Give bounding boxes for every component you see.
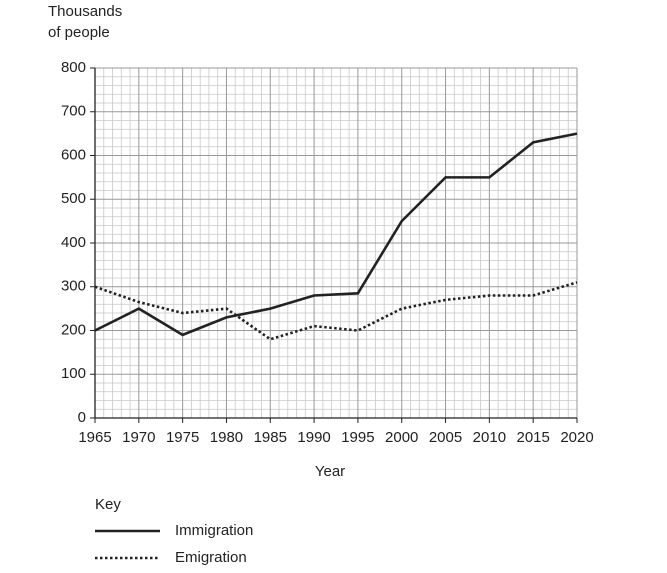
- x-tick-label: 2015: [516, 429, 549, 446]
- y-tick-label: 800: [61, 59, 86, 76]
- x-tick-label: 1985: [254, 429, 287, 446]
- x-tick-label: 1995: [341, 429, 374, 446]
- y-tick-label: 100: [61, 365, 86, 382]
- y-axis-label: Thousands: [48, 3, 122, 20]
- y-tick-label: 500: [61, 190, 86, 207]
- legend-label: Immigration: [175, 522, 253, 539]
- x-tick-label: 1965: [78, 429, 111, 446]
- y-tick-label: 600: [61, 146, 86, 163]
- x-tick-label: 1980: [210, 429, 243, 446]
- y-tick-label: 0: [78, 409, 86, 426]
- y-tick-label: 200: [61, 321, 86, 338]
- x-tick-label: 1970: [122, 429, 155, 446]
- x-tick-label: 1975: [166, 429, 199, 446]
- y-tick-label: 700: [61, 103, 86, 120]
- legend-title: Key: [95, 496, 121, 513]
- series-line: [94, 281, 578, 341]
- x-tick-label: 1990: [297, 429, 330, 446]
- y-axis-label: of people: [48, 24, 110, 41]
- x-tick-label: 2005: [429, 429, 462, 446]
- y-tick-label: 300: [61, 278, 86, 295]
- legend-label: Emigration: [175, 549, 247, 566]
- x-axis-label: Year: [315, 463, 345, 480]
- x-tick-label: 2010: [473, 429, 506, 446]
- x-tick-label: 2020: [560, 429, 593, 446]
- y-tick-label: 400: [61, 234, 86, 251]
- series-line: [94, 132, 578, 337]
- x-tick-label: 2000: [385, 429, 418, 446]
